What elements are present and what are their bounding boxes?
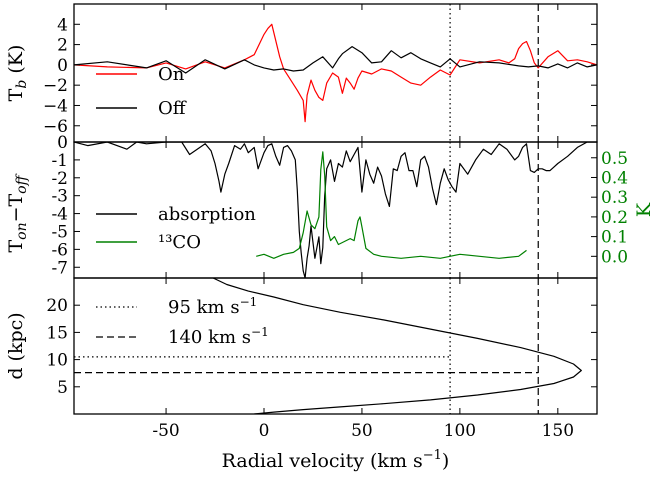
y-tick-label: −6 <box>43 117 68 137</box>
y-tick-label: -2 <box>51 169 68 189</box>
panel-frame-bottom <box>73 277 598 415</box>
y2-tick-label: 0.5 <box>601 149 628 169</box>
series-distancevelocitycurve <box>212 278 582 414</box>
y-tick-label: -6 <box>51 240 68 260</box>
legend-top: On Off <box>96 64 187 119</box>
panel-top-plot <box>74 4 597 142</box>
legend-middle: absorption ¹³CO <box>96 204 256 253</box>
legend-label-co: ¹³CO <box>158 232 201 253</box>
y2-tick-label: 0.3 <box>601 188 628 208</box>
y-tick-label: −4 <box>43 96 68 116</box>
legend-label-dashed: 140 km s−1 <box>168 325 269 348</box>
legend-bottom: 95 km s−1 140 km s−1 <box>96 295 269 348</box>
y2-tick-label: 0.4 <box>601 168 628 188</box>
y-tick-label: -7 <box>51 258 68 278</box>
y-axis-label-middle: Ton−Toff <box>5 173 30 252</box>
x-tick-label: 50 <box>351 421 373 441</box>
legend-label-off: Off <box>158 98 187 119</box>
y-tick-label: −2 <box>43 76 68 96</box>
series-on <box>74 23 597 123</box>
series-absorption <box>74 142 597 278</box>
x-axis-label: Radial velocity (km s−1) <box>222 448 450 472</box>
panel-top: 420−2−4−6 <box>43 3 598 143</box>
y-tick-label: 0 <box>57 56 68 76</box>
y2-tick-label: 0.0 <box>601 247 628 267</box>
y2-axis-label-middle: K <box>633 202 655 217</box>
panel-bottom-plot <box>74 278 582 414</box>
series-co <box>256 151 527 259</box>
y2-tick-label: 0.1 <box>601 228 628 248</box>
series-off <box>74 45 597 74</box>
y-tick-label: 10 <box>46 351 68 371</box>
y-tick-label: -1 <box>51 151 68 171</box>
panel-frame-top <box>73 3 598 143</box>
panel-middle-plot <box>74 142 597 278</box>
y-tick-label: 4 <box>57 15 68 35</box>
x-tick-label: 150 <box>542 421 574 441</box>
y-axis-label-top: Tb (K) <box>5 45 30 102</box>
y-tick-label: 2 <box>57 36 68 56</box>
panel-frame-middle <box>73 141 598 279</box>
y-tick-label: 15 <box>46 323 68 343</box>
x-tick-label: -50 <box>152 421 179 441</box>
y-tick-label: 20 <box>46 296 68 316</box>
y-tick-label: -4 <box>51 205 68 225</box>
y-tick-label: -3 <box>51 187 68 207</box>
legend-label-absorption: absorption <box>158 204 256 225</box>
y-axis-label-bottom: d (kpc) <box>5 312 27 379</box>
panel-bottom: 5 10 15 20 <box>46 277 598 415</box>
y-tick-label: 0 <box>57 133 68 153</box>
y-tick-label: -5 <box>51 222 68 242</box>
panel-middle: 0-1-2-3-4-5-6-7 0.00.10.20.30.40.5 <box>51 133 628 279</box>
y2-tick-label: 0.2 <box>601 208 628 228</box>
legend-label-on: On <box>158 64 185 85</box>
y-tick-label: 5 <box>57 378 68 398</box>
legend-label-dotted: 95 km s−1 <box>168 295 257 318</box>
x-tick-label: 100 <box>444 421 476 441</box>
x-tick-label: 0 <box>259 421 270 441</box>
